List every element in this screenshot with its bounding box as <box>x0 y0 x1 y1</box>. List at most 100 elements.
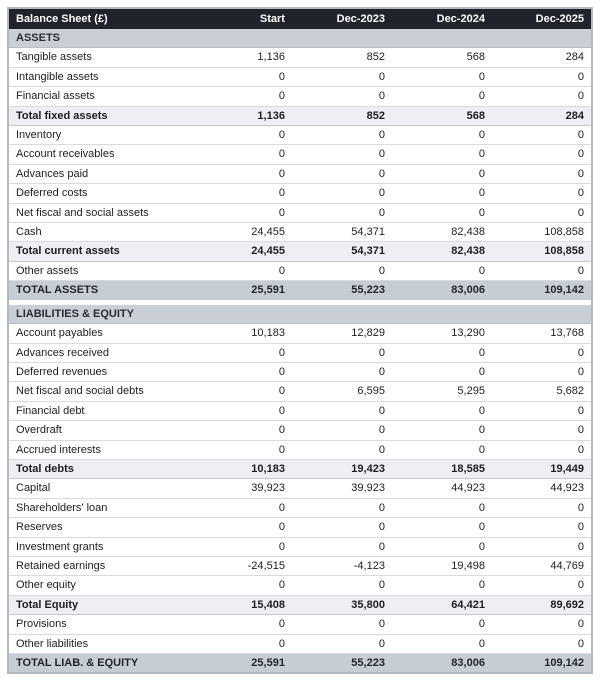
cell-value: 0 <box>291 203 392 224</box>
cell-value: 0 <box>291 517 392 538</box>
cell-value: 0 <box>491 183 592 204</box>
cell-value: 0 <box>191 144 292 165</box>
cell-value: 0 <box>491 440 592 460</box>
table-row: Overdraft 0 0 0 0 <box>8 420 592 441</box>
row-label: Other equity <box>8 575 192 596</box>
cell-value: 0 <box>291 498 392 519</box>
table-row: Total debts 10,183 19,423 18,585 19,449 <box>8 458 592 480</box>
row-label: Reserves <box>8 517 192 538</box>
cell-value: 109,142 <box>491 653 592 674</box>
cell-value: 0 <box>491 125 592 146</box>
cell-value: 0 <box>291 634 392 655</box>
table-row: Cash 24,455 54,371 82,438 108,858 <box>8 222 592 243</box>
table-row: Net fiscal and social assets 0 0 0 0 <box>8 203 592 224</box>
row-label: Account payables <box>8 323 192 344</box>
cell-value: 19,449 <box>491 458 592 480</box>
cell-value: 0 <box>391 498 492 519</box>
cell-value: 12,829 <box>291 323 392 344</box>
cell-value: 284 <box>491 47 592 68</box>
table-body: ASSETS Tangible assets 1,136 852 568 284 Intan… <box>8 29 592 674</box>
row-label: Capital <box>8 478 192 499</box>
cell-value: -4,123 <box>291 556 392 577</box>
row-label: Investment grants <box>8 537 192 557</box>
cell-value: 0 <box>291 575 392 596</box>
cell-value: -24,515 <box>191 556 292 577</box>
row-label: Retained earnings <box>8 556 192 577</box>
cell-value: 0 <box>391 401 492 422</box>
table-row: Account receivables 0 0 0 0 <box>8 144 592 165</box>
row-label: Total Equity <box>8 594 192 616</box>
cell-value: 0 <box>291 440 392 460</box>
cell-value: 0 <box>391 144 492 165</box>
cell-value: 83,006 <box>391 280 492 300</box>
cell-value: 0 <box>191 420 292 441</box>
cell-value: 0 <box>191 401 292 422</box>
row-label: Advances paid <box>8 164 192 185</box>
cell-value: 0 <box>491 67 592 88</box>
cell-value: 852 <box>291 105 392 127</box>
cell-value: 0 <box>291 86 392 107</box>
cell-value: 0 <box>391 203 492 224</box>
cell-value: 0 <box>291 164 392 185</box>
cell-value: 0 <box>391 634 492 655</box>
column-header-dec-2025: Dec-2025 <box>491 8 592 29</box>
cell-value: 54,371 <box>291 222 392 243</box>
cell-value: 0 <box>491 401 592 422</box>
cell-value: 108,858 <box>491 222 592 243</box>
cell-value: 0 <box>191 381 292 402</box>
cell-value: 0 <box>491 261 592 282</box>
cell-value: 0 <box>491 203 592 224</box>
section-header-row: ASSETS <box>8 29 592 49</box>
cell-value: 25,591 <box>191 280 292 300</box>
cell-value: 0 <box>491 517 592 538</box>
row-label: Overdraft <box>8 420 192 441</box>
cell-value: 0 <box>191 498 292 519</box>
cell-value: 39,923 <box>291 478 392 499</box>
row-label: Deferred costs <box>8 183 192 204</box>
cell-value: 39,923 <box>191 478 292 499</box>
table-row: Inventory 0 0 0 0 <box>8 125 592 146</box>
cell-value: 108,858 <box>491 241 592 262</box>
cell-value: 0 <box>191 183 292 204</box>
row-label: Other assets <box>8 261 192 282</box>
cell-value: 83,006 <box>391 653 492 674</box>
cell-value: 0 <box>291 614 392 635</box>
table-row: Reserves 0 0 0 0 <box>8 517 592 538</box>
cell-value: 15,408 <box>191 594 292 616</box>
cell-value: 19,423 <box>291 458 392 480</box>
row-label: Deferred revenues <box>8 362 192 383</box>
row-label: Total debts <box>8 458 192 480</box>
cell-value: 13,768 <box>491 323 592 344</box>
table-row: Provisions 0 0 0 0 <box>8 614 592 635</box>
table-row: Net fiscal and social debts 0 6,595 5,295 5,… <box>8 381 592 402</box>
cell-value: 0 <box>291 144 392 165</box>
cell-value: 0 <box>391 86 492 107</box>
cell-value: 0 <box>191 67 292 88</box>
row-label: Total fixed assets <box>8 105 192 127</box>
cell-value: 0 <box>491 614 592 635</box>
cell-value: 13,290 <box>391 323 492 344</box>
row-label: Net fiscal and social debts <box>8 381 192 402</box>
cell-value: 0 <box>491 575 592 596</box>
cell-value: 0 <box>191 362 292 383</box>
row-label: Account receivables <box>8 144 192 165</box>
table-row: Total fixed assets 1,136 852 568 284 <box>8 105 592 127</box>
cell-value: 10,183 <box>191 323 292 344</box>
cell-value: 0 <box>291 261 392 282</box>
table-title: Balance Sheet (£) <box>8 8 192 29</box>
cell-value: 0 <box>391 261 492 282</box>
table-row: Intangible assets 0 0 0 0 <box>8 67 592 88</box>
cell-value: 64,421 <box>391 594 492 616</box>
cell-value: 54,371 <box>291 241 392 262</box>
column-header-dec-2024: Dec-2024 <box>391 8 492 29</box>
cell-value: 0 <box>491 537 592 557</box>
cell-value: 55,223 <box>291 280 392 300</box>
table-row: TOTAL ASSETS 25,591 55,223 83,006 109,142 <box>8 280 592 300</box>
table-row: Total current assets 24,455 54,371 82,438 10… <box>8 241 592 262</box>
cell-value: 0 <box>191 261 292 282</box>
table-row: Account payables 10,183 12,829 13,290 13,768 <box>8 323 592 344</box>
cell-value: 25,591 <box>191 653 292 674</box>
spacer-row <box>8 299 592 305</box>
cell-value: 284 <box>491 105 592 127</box>
